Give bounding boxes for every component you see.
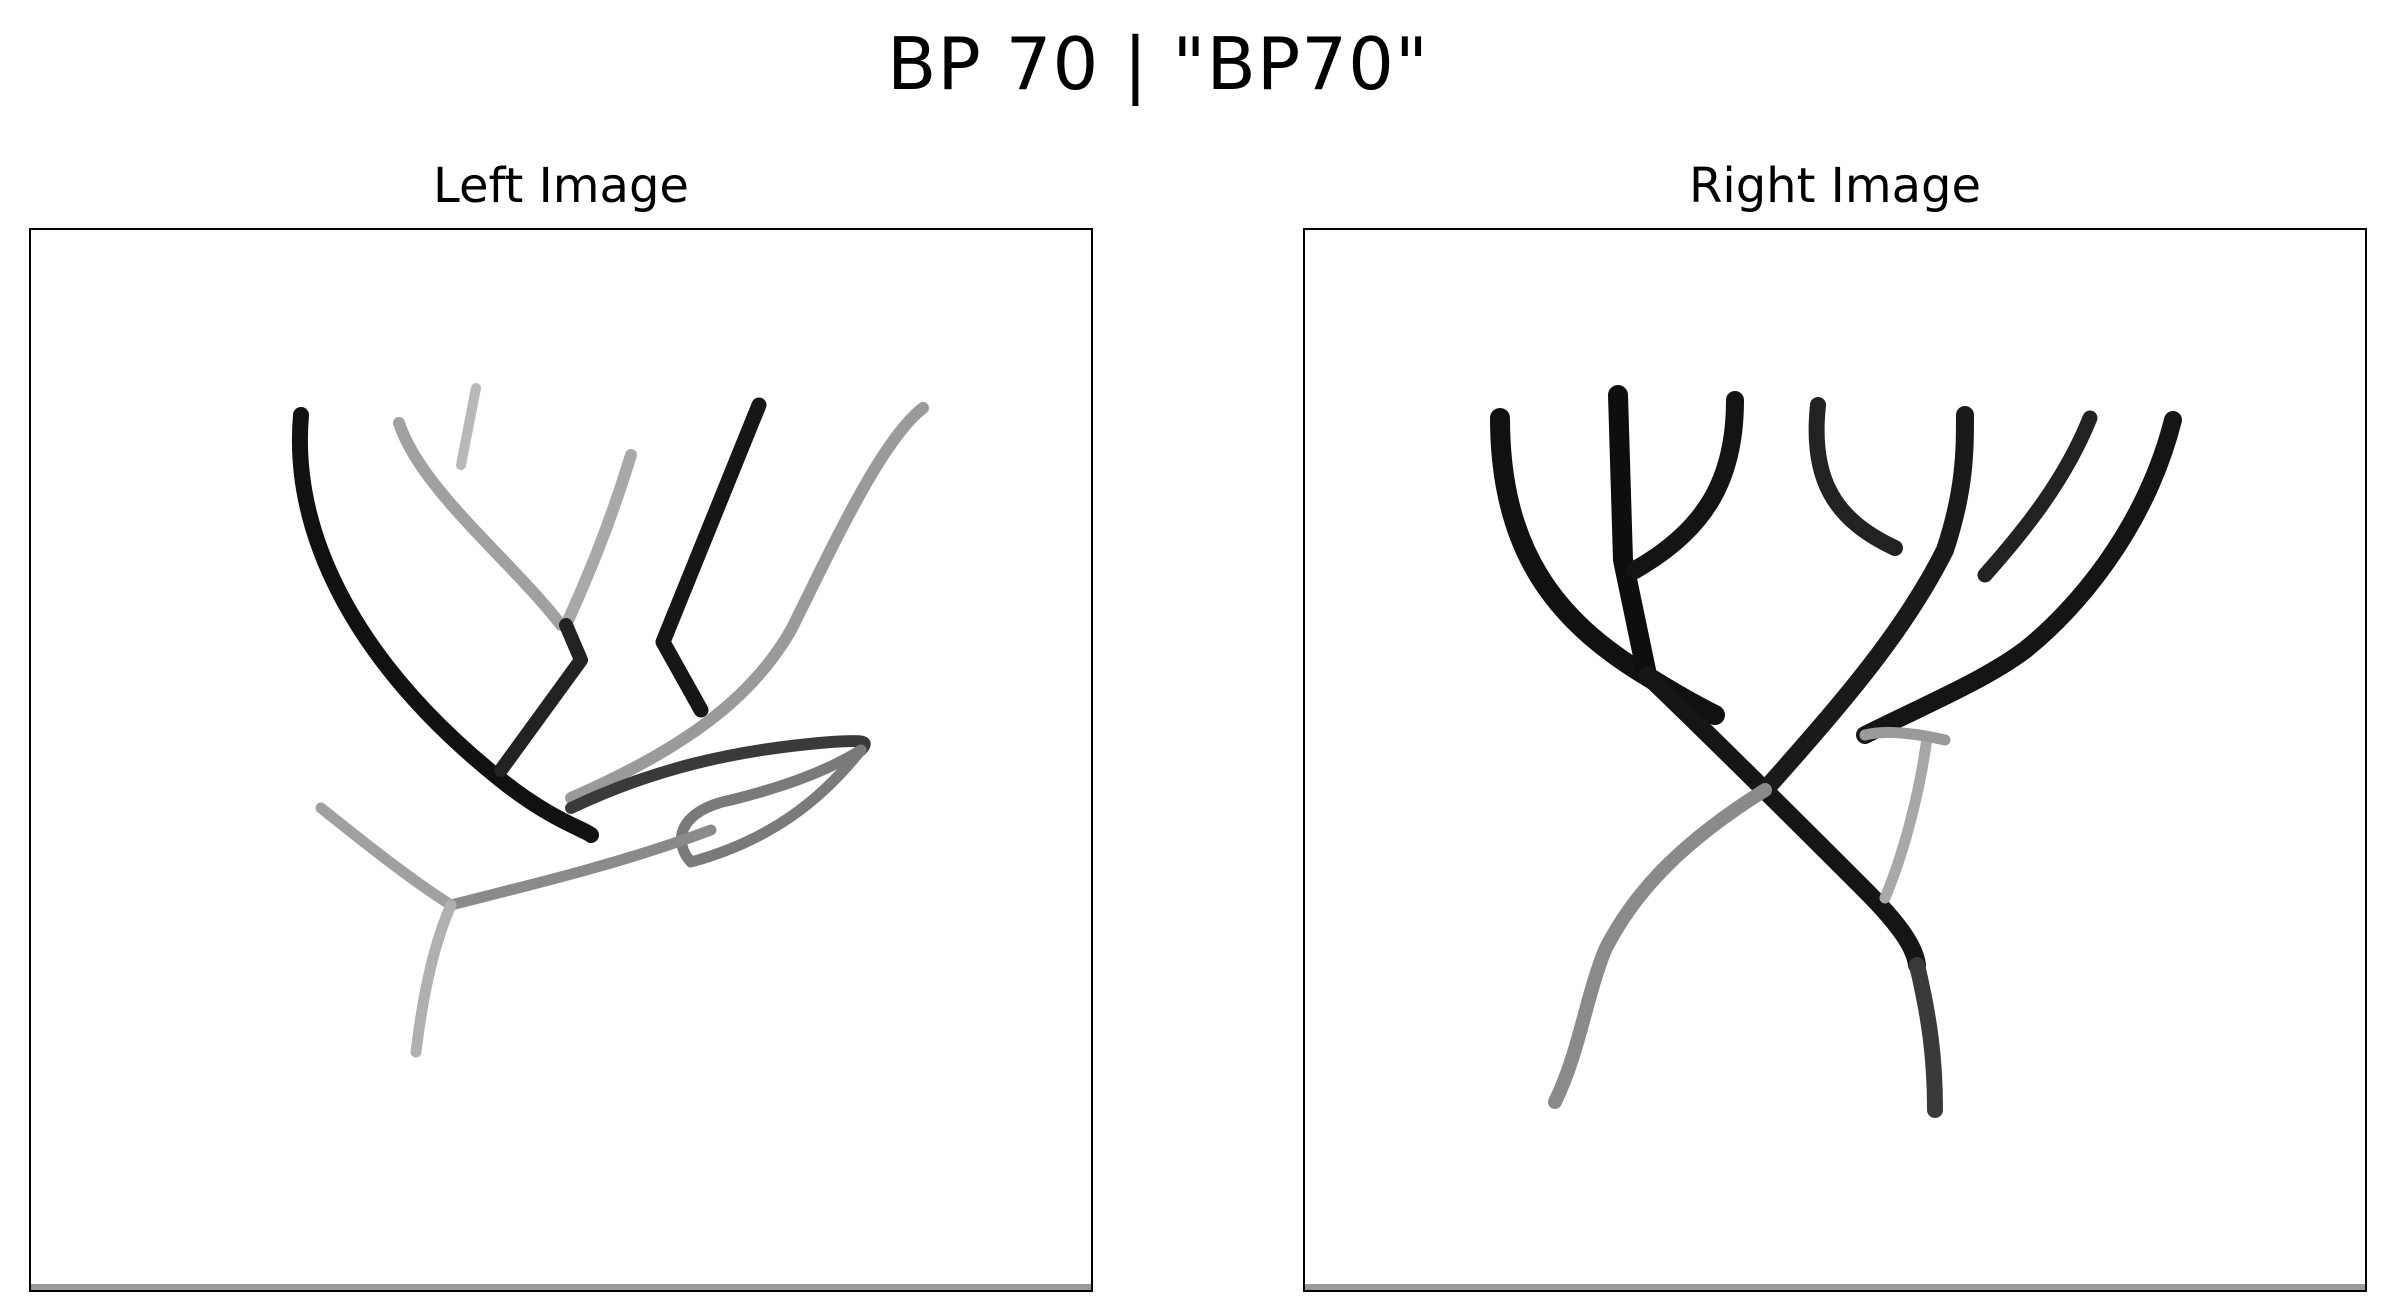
right-stroke-small-branch bbox=[1626, 391, 1744, 579]
left-stroke-light-upper bbox=[393, 417, 567, 631]
right-branching-drawing bbox=[1490, 385, 2182, 1118]
left-branching-drawing bbox=[292, 383, 929, 1058]
left-stroke-light-mid bbox=[560, 449, 637, 631]
right-image-panel bbox=[1303, 228, 2367, 1292]
right-stroke-diagonal-up bbox=[1756, 406, 1974, 799]
right-stroke-diagonal-down bbox=[1638, 666, 1926, 974]
left-stroke-lower-long bbox=[445, 824, 717, 911]
right-stroke-left-arc bbox=[1490, 408, 1725, 725]
left-stroke-stem bbox=[410, 899, 457, 1058]
left-stroke-loop bbox=[676, 744, 867, 868]
left-stroke-center-dark bbox=[494, 618, 588, 777]
left-stroke-right-dark bbox=[655, 397, 767, 718]
left-image-panel bbox=[29, 228, 1093, 1292]
left-panel-title: Left Image bbox=[433, 158, 689, 214]
right-stroke-v-left bbox=[1808, 397, 1903, 556]
right-panel-title: Right Image bbox=[1689, 158, 1981, 214]
right-stroke-right-arc bbox=[1856, 411, 2182, 744]
right-stroke-small-right bbox=[1977, 410, 2098, 583]
right-stroke-lower-left bbox=[1548, 783, 1772, 1109]
right-stroke-right-support bbox=[1879, 732, 1933, 904]
right-stroke-lower-right-stem bbox=[1909, 957, 1943, 1118]
right-stroke-connector bbox=[1859, 727, 1951, 746]
left-stroke-lower-dark bbox=[565, 735, 871, 814]
left-stroke-faint-top bbox=[456, 383, 481, 470]
left-stroke-light-right bbox=[565, 402, 929, 804]
left-stroke-main-dark bbox=[292, 407, 599, 843]
left-stroke-lower-left bbox=[315, 802, 457, 911]
figure-title: BP 70 | "BP70" bbox=[886, 22, 1429, 106]
right-panel-bottom-strip bbox=[1305, 1284, 2365, 1290]
left-panel-bottom-strip bbox=[31, 1284, 1091, 1290]
right-stroke-tall-vertical bbox=[1608, 385, 1657, 685]
